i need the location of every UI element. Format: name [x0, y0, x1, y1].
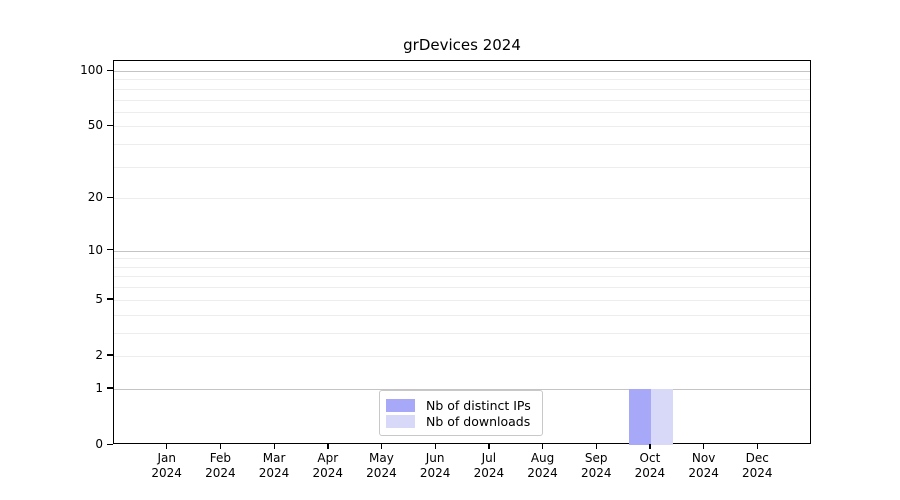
- x-tick-mark: [166, 444, 168, 449]
- gridline-minor: [114, 166, 810, 168]
- y-tick-label: 10: [87, 242, 103, 257]
- chart-title: grDevices 2024: [403, 36, 521, 54]
- gridline-minor: [114, 198, 810, 200]
- gridline-minor: [114, 126, 810, 128]
- x-tick-label: Oct 2024: [634, 451, 666, 480]
- y-tick-label: 5: [95, 291, 103, 306]
- x-tick-mark: [380, 444, 383, 449]
- legend: Nb of distinct IPs Nb of downloads: [379, 390, 543, 436]
- gridline-minor: [114, 99, 810, 101]
- legend-item-downloads: Nb of downloads: [386, 414, 534, 429]
- bar-downloads: [650, 388, 673, 445]
- gridline-major: [114, 250, 810, 252]
- legend-label-downloads: Nb of downloads: [426, 414, 531, 429]
- y-tick-label: 100: [80, 63, 103, 77]
- x-tick-mark: [273, 444, 275, 449]
- y-tick-mark: [107, 124, 113, 127]
- y-tick-label: 20: [87, 190, 103, 205]
- y-tick-mark: [107, 354, 113, 356]
- x-tick-mark: [649, 444, 651, 449]
- y-tick-label: 2: [95, 347, 103, 362]
- y-tick-mark: [107, 196, 113, 199]
- x-tick-mark: [703, 444, 705, 449]
- gridline-minor: [114, 299, 810, 301]
- y-tick-mark: [107, 387, 113, 389]
- x-tick-label: Feb 2024: [205, 451, 236, 480]
- x-tick-label: Apr 2024: [312, 451, 344, 480]
- x-tick-mark: [756, 444, 759, 449]
- y-tick-label: 1: [95, 380, 103, 395]
- x-tick-label: Jun 2024: [419, 451, 451, 480]
- x-tick-label: Mar 2024: [258, 451, 290, 480]
- gridline-minor: [114, 266, 810, 268]
- gridline-minor: [114, 144, 810, 146]
- x-tick-label: Nov 2024: [688, 451, 719, 480]
- y-tick-mark: [107, 69, 113, 71]
- y-tick-mark: [107, 443, 113, 445]
- x-tick-mark: [327, 444, 329, 449]
- x-tick-label: Jan 2024: [151, 451, 182, 480]
- x-tick-label: Jul 2024: [473, 451, 505, 480]
- x-tick-mark: [434, 444, 436, 449]
- y-tick-label: 0: [95, 437, 103, 451]
- gridline-minor: [114, 111, 810, 113]
- legend-item-distinct-ips: Nb of distinct IPs: [386, 398, 534, 413]
- gridline-minor: [114, 88, 810, 90]
- y-tick-mark: [107, 298, 113, 300]
- gridline-minor: [114, 332, 810, 334]
- gridline-major: [114, 388, 810, 390]
- gridline-minor: [114, 355, 810, 357]
- legend-label-distinct-ips: Nb of distinct IPs: [426, 398, 531, 413]
- gridline-minor: [114, 287, 810, 289]
- x-tick-label: Dec 2024: [742, 451, 773, 480]
- y-tick-mark: [107, 249, 113, 251]
- x-tick-label: May 2024: [366, 451, 397, 480]
- x-tick-label: Aug 2024: [527, 451, 558, 480]
- gridline-minor: [114, 79, 810, 81]
- x-tick-mark: [488, 444, 490, 449]
- gridline-major: [114, 71, 810, 72]
- x-tick-mark: [595, 444, 598, 449]
- x-tick-mark: [542, 444, 544, 449]
- bar-distinct-ips: [628, 388, 651, 445]
- gridline-minor: [114, 276, 810, 278]
- gridline-minor: [114, 258, 810, 260]
- x-tick-label: Sep 2024: [580, 451, 612, 480]
- plot-area: [113, 60, 811, 445]
- legend-swatch-distinct-ips: [386, 399, 415, 412]
- gridline-minor: [114, 314, 810, 316]
- y-tick-label: 50: [87, 118, 103, 133]
- x-tick-mark: [219, 444, 222, 449]
- legend-swatch-downloads: [386, 415, 415, 428]
